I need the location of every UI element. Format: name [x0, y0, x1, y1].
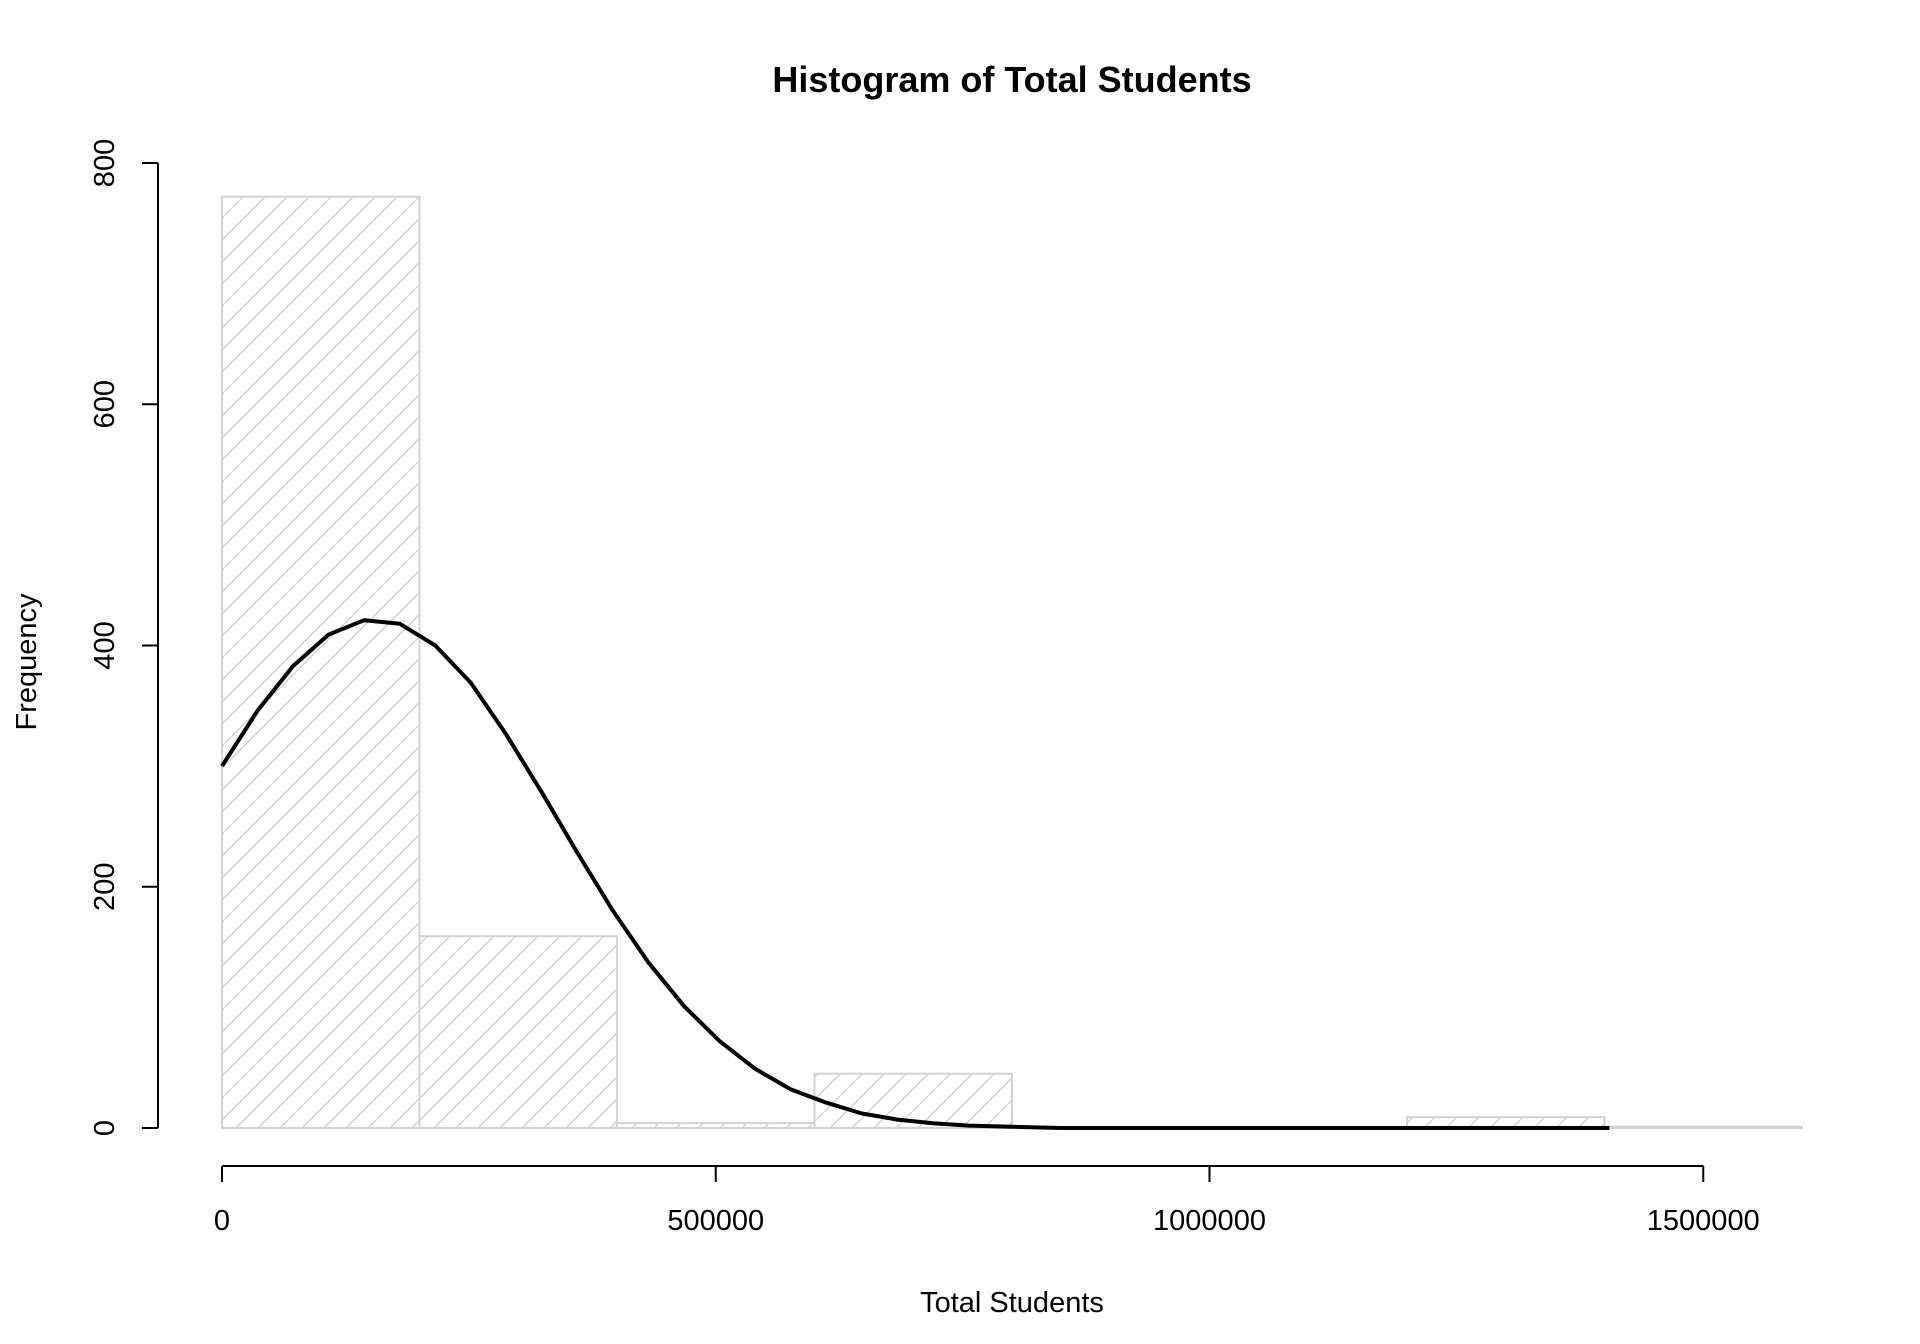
y-tick-label: 800 — [89, 139, 121, 187]
y-tick-label: 600 — [89, 380, 121, 428]
y-axis-label: Frequency — [11, 593, 43, 731]
histogram-bar-4 — [813, 1072, 1013, 1129]
y-tick-label: 0 — [89, 1120, 121, 1136]
x-tick-label: 1500000 — [1647, 1205, 1760, 1237]
histogram-bars — [221, 195, 1803, 1130]
x-tick-label: 1000000 — [1153, 1205, 1266, 1237]
histogram-bar-2 — [418, 935, 618, 1129]
chart-title: Histogram of Total Students — [772, 59, 1251, 100]
histogram-bar-8 — [1603, 1125, 1803, 1129]
y-tick-label: 400 — [89, 621, 121, 669]
histogram-bar-3 — [616, 1122, 816, 1130]
y-tick-label: 200 — [89, 863, 121, 911]
y-axis: 0 200 400 600 800 — [89, 139, 159, 1136]
x-tick-label: 500000 — [667, 1205, 764, 1237]
x-axis: 0 500000 1000000 1500000 — [214, 1165, 1760, 1237]
x-axis-label: Total Students — [920, 1287, 1104, 1319]
density-curve — [220, 618, 1610, 1130]
x-tick-label: 0 — [214, 1205, 230, 1237]
histogram-bar-1 — [221, 195, 421, 1129]
